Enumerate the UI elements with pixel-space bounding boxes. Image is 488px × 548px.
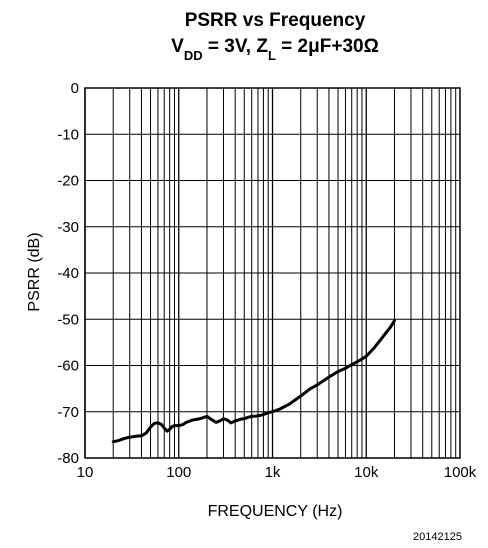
y-tick-label: -60 — [57, 358, 79, 375]
psrr-curve — [111, 319, 396, 444]
y-tick-label: 0 — [71, 80, 79, 97]
y-axis-label: PSRR (dB) — [26, 232, 43, 311]
y-tick-label: -50 — [57, 311, 79, 328]
x-tick-label: 100 — [166, 464, 191, 481]
subtitle-vdd-value: = 3V, Z — [203, 36, 269, 57]
subtitle-vdd-v: V — [171, 36, 184, 57]
y-tick-label: -40 — [57, 265, 79, 282]
chart-subtitle: VDD = 3V, ZL = 2μF+30Ω — [171, 36, 379, 63]
x-tick-label: 10 — [77, 464, 94, 481]
subtitle-zl-sub: L — [268, 48, 276, 63]
data-series — [111, 319, 396, 444]
x-tick-label: 100k — [444, 464, 477, 481]
subtitle-vdd-sub: DD — [184, 48, 203, 63]
y-tick-label: -80 — [57, 450, 79, 467]
x-tick-label: 1k — [265, 464, 281, 481]
y-tick-label: -10 — [57, 126, 79, 143]
figure-code: 20142125 — [413, 531, 462, 543]
x-axis-label: FREQUENCY (Hz) — [208, 503, 343, 520]
y-tick-label: -20 — [57, 173, 79, 190]
subtitle-zl-value: = 2μF+30Ω — [276, 36, 379, 57]
y-tick-label: -70 — [57, 404, 79, 421]
y-tick-label: -30 — [57, 219, 79, 236]
plot-grid — [84, 87, 460, 459]
plot-frame — [84, 87, 461, 459]
x-tick-label: 10k — [354, 464, 379, 481]
chart-title: PSRR vs Frequency — [185, 10, 366, 31]
